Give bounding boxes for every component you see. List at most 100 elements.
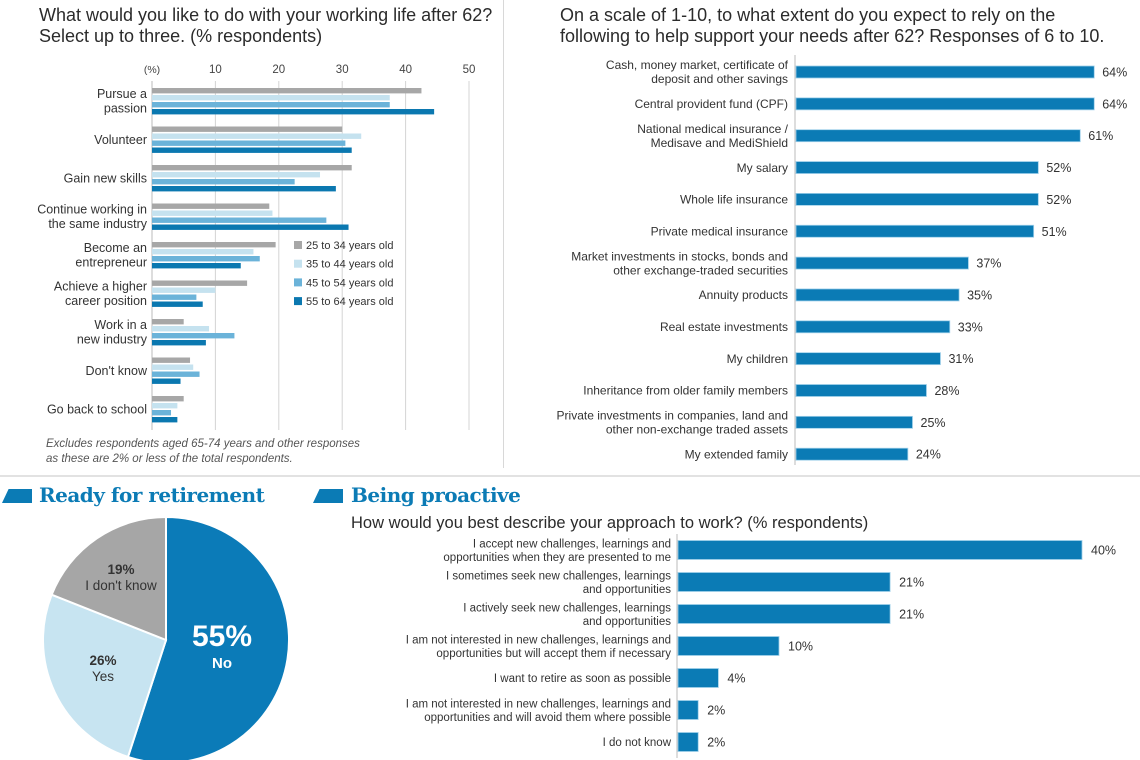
bar-2 xyxy=(152,210,273,216)
value-label: 52% xyxy=(1046,193,1071,207)
bar xyxy=(795,320,951,334)
bar xyxy=(795,256,969,270)
bar-2 xyxy=(152,326,210,332)
bar-3 xyxy=(152,179,295,185)
category-label: Medisave and MediShield xyxy=(651,136,788,150)
working-life-title-line1: What would you like to do with your work… xyxy=(39,5,493,25)
category-label: Become an xyxy=(84,241,147,255)
category-label: Pursue a xyxy=(97,87,147,101)
category-label: career position xyxy=(65,294,147,308)
working-life-footnote: Excludes respondents aged 65-74 years an… xyxy=(46,437,360,467)
bar-2 xyxy=(152,95,390,101)
value-label: 51% xyxy=(1042,225,1067,239)
bar-4 xyxy=(152,147,352,153)
bar xyxy=(795,192,1039,206)
bar-3 xyxy=(152,102,390,108)
bar-2 xyxy=(152,403,178,409)
value-label: 10% xyxy=(788,640,813,654)
bar xyxy=(677,732,699,752)
bar-4 xyxy=(152,417,178,423)
bar xyxy=(795,384,927,397)
category-label: My children xyxy=(727,352,788,366)
x-tick-label: 30 xyxy=(336,64,349,76)
bar-3 xyxy=(152,333,235,339)
bar xyxy=(795,224,1035,238)
legend-swatch xyxy=(294,241,302,249)
category-label: Work in a xyxy=(94,318,147,332)
category-label: Private medical insurance xyxy=(651,224,789,238)
bar xyxy=(677,604,891,624)
category-label: and opportunities xyxy=(583,584,671,596)
bar-4 xyxy=(152,340,206,346)
bar-2 xyxy=(152,172,321,178)
pie-value-label: 26% xyxy=(89,653,116,668)
category-label: Private investments in companies, land a… xyxy=(557,409,788,423)
bar xyxy=(677,572,891,592)
bar-3 xyxy=(152,140,346,146)
reliance-title-line2: following to help support your needs aft… xyxy=(560,26,1105,46)
legend-swatch xyxy=(294,297,302,306)
pie-value-label: 19% xyxy=(107,562,134,577)
bar xyxy=(677,668,719,688)
category-label: Go back to school xyxy=(47,402,147,416)
category-label: I accept new challenges, learnings and xyxy=(473,538,671,550)
bar-2 xyxy=(152,364,194,370)
category-label: I am not interested in new challenges, l… xyxy=(406,698,671,710)
legend-label: 35 to 44 years old xyxy=(306,259,393,271)
value-label: 28% xyxy=(934,384,959,398)
bar xyxy=(795,97,1095,111)
reliance-bar-chart: 64% Cash, money market, certificate ofdep… xyxy=(557,55,1127,465)
value-label: 2% xyxy=(707,736,725,750)
category-label: Volunteer xyxy=(94,133,147,147)
bar xyxy=(795,129,1081,143)
bar xyxy=(795,447,909,461)
proactive-bar-chart: 40% I accept new challenges, learnings an… xyxy=(406,534,1116,758)
legend-label: 45 to 54 years old xyxy=(306,277,393,289)
footnote-line2: as these are 2% or less of the total res… xyxy=(46,453,293,465)
value-label: 31% xyxy=(948,352,973,366)
retirement-pie-chart: 55% No 26%Yes 19%I don't know xyxy=(42,515,290,760)
category-label: Cash, money market, certificate of xyxy=(606,58,789,72)
category-label: other exchange-traded securities xyxy=(613,263,788,277)
x-tick-label: 10 xyxy=(209,64,222,76)
value-label: 21% xyxy=(899,576,924,590)
category-label: and opportunities xyxy=(583,616,671,628)
legend-label: 55 to 64 years old xyxy=(306,296,393,308)
section-flag-icon xyxy=(313,489,343,503)
bar-3 xyxy=(152,371,200,377)
bar-1 xyxy=(152,242,276,248)
being-proactive-heading: Being proactive xyxy=(351,483,521,507)
x-tick-label: 20 xyxy=(272,64,285,76)
value-label: 24% xyxy=(916,448,941,462)
value-label: 61% xyxy=(1088,129,1113,143)
category-label: Gain new skills xyxy=(64,171,147,185)
proactive-subtitle: How would you best describe your approac… xyxy=(351,514,869,532)
legend-label: 25 to 34 years old xyxy=(306,240,393,252)
category-label: Annuity products xyxy=(699,288,788,302)
value-label: 25% xyxy=(921,416,946,430)
category-label: Don't know xyxy=(86,364,148,378)
pie-category-label: Yes xyxy=(92,669,114,684)
bar-1 xyxy=(152,88,422,94)
x-tick-label: 50 xyxy=(463,64,476,76)
category-label: Central provident fund (CPF) xyxy=(635,97,788,111)
reliance-question: On a scale of 1-10, to what extent do yo… xyxy=(560,5,1104,47)
category-label: Continue working in xyxy=(37,203,147,217)
bar xyxy=(677,636,780,656)
ready-for-retirement-heading: Ready for retirement xyxy=(39,483,265,507)
category-label: opportunities but will accept them if ne… xyxy=(436,648,671,660)
pie-slice-yes xyxy=(42,593,168,759)
value-label: 35% xyxy=(967,288,992,302)
pie-category-label: I don't know xyxy=(85,578,157,593)
value-label: 64% xyxy=(1102,66,1127,80)
category-label: Inheritance from older family members xyxy=(583,384,788,398)
bar-1 xyxy=(152,319,184,325)
category-label: other non-exchange traded assets xyxy=(606,423,788,437)
category-label: My salary xyxy=(737,161,788,175)
bar-3 xyxy=(152,217,327,223)
value-label: 52% xyxy=(1046,161,1071,175)
value-label: 4% xyxy=(727,672,745,686)
working-life-title-line2: Select up to three. (% respondents) xyxy=(39,26,323,46)
bar-1 xyxy=(152,280,248,286)
